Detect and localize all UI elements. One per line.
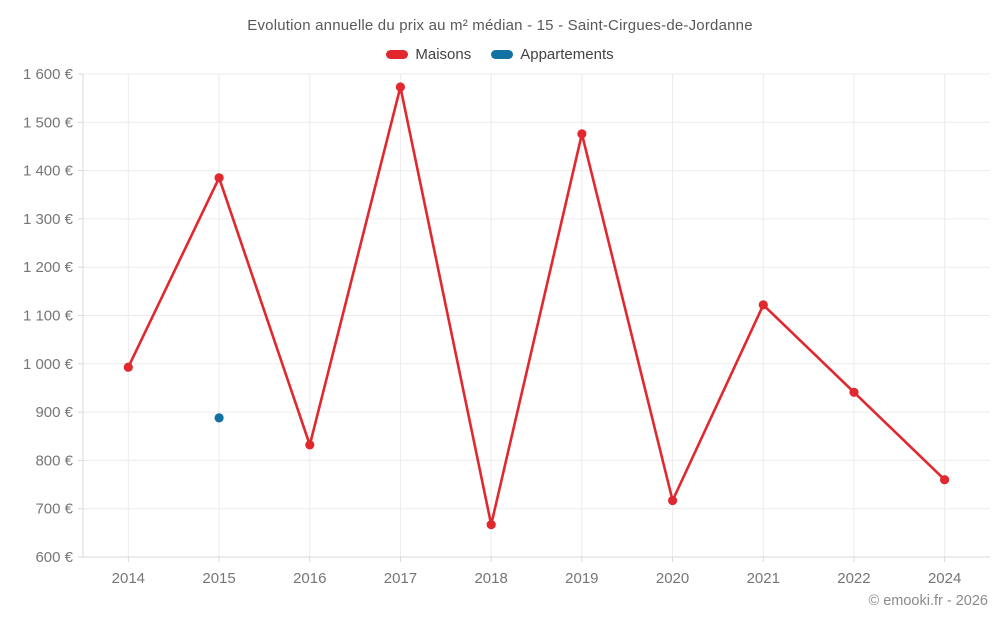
data-point-maisons-2019[interactable] bbox=[577, 129, 587, 139]
y-tick-label: 600 € bbox=[35, 549, 73, 566]
x-tick-label: 2021 bbox=[747, 570, 780, 587]
x-tick-label: 2018 bbox=[474, 570, 507, 587]
y-tick-label: 1 100 € bbox=[23, 308, 74, 325]
y-tick-label: 1 300 € bbox=[23, 211, 74, 228]
legend-label: Maisons bbox=[415, 46, 472, 63]
data-point-maisons-2014[interactable] bbox=[123, 362, 133, 372]
legend-item-appartements[interactable]: Appartements bbox=[491, 46, 614, 63]
y-tick-label: 900 € bbox=[35, 404, 73, 421]
x-tick-label: 2020 bbox=[656, 570, 689, 587]
data-point-maisons-2021[interactable] bbox=[758, 300, 768, 310]
x-tick-label: 2015 bbox=[202, 570, 235, 587]
x-tick-label: 2019 bbox=[565, 570, 598, 587]
y-tick-label: 1 400 € bbox=[23, 163, 74, 180]
x-tick-label: 2014 bbox=[112, 570, 145, 587]
chart-title: Evolution annuelle du prix au m² médian … bbox=[247, 17, 753, 34]
x-tick-label: 2017 bbox=[384, 570, 417, 587]
x-tick-label: 2016 bbox=[293, 570, 326, 587]
x-tick-label: 2024 bbox=[928, 570, 961, 587]
data-point-maisons-2015[interactable] bbox=[214, 173, 224, 183]
legend-swatch-maisons bbox=[386, 50, 409, 59]
legend-swatch-appartements bbox=[491, 50, 514, 59]
data-point-maisons-2018[interactable] bbox=[486, 520, 496, 530]
y-tick-label: 800 € bbox=[35, 452, 73, 469]
y-tick-label: 1 000 € bbox=[23, 356, 74, 373]
data-point-maisons-2024[interactable] bbox=[940, 475, 950, 485]
data-point-maisons-2017[interactable] bbox=[395, 82, 405, 92]
y-tick-label: 1 500 € bbox=[23, 114, 74, 131]
data-point-appartements-2015[interactable] bbox=[214, 413, 224, 423]
y-tick-label: 1 600 € bbox=[23, 66, 74, 83]
chart-legend: Maisons Appartements bbox=[0, 46, 1000, 63]
y-tick-label: 1 200 € bbox=[23, 259, 74, 276]
x-tick-label: 2022 bbox=[837, 570, 870, 587]
data-point-maisons-2022[interactable] bbox=[849, 387, 859, 397]
legend-label: Appartements bbox=[520, 46, 614, 63]
data-point-maisons-2016[interactable] bbox=[305, 440, 315, 450]
series-line-maisons bbox=[127, 85, 946, 526]
data-point-maisons-2020[interactable] bbox=[668, 495, 678, 506]
copyright-label: © emooki.fr - 2026 bbox=[868, 593, 988, 609]
legend-item-maisons[interactable]: Maisons bbox=[386, 46, 471, 63]
y-tick-label: 700 € bbox=[35, 501, 73, 518]
